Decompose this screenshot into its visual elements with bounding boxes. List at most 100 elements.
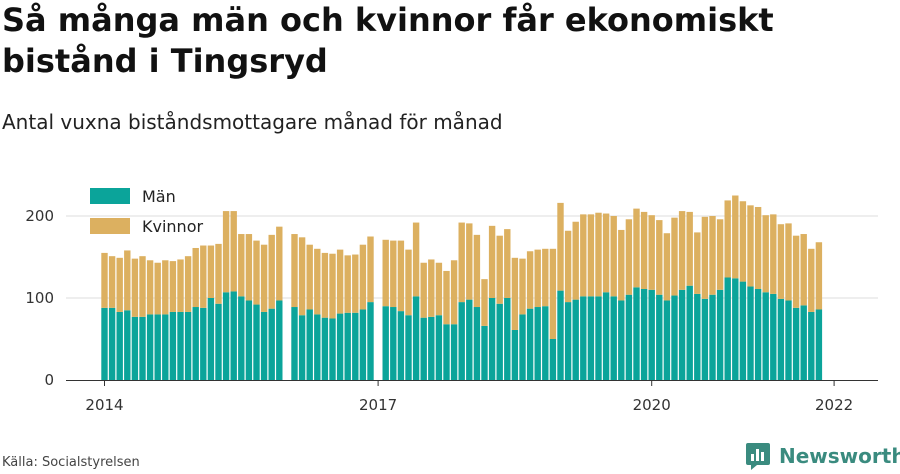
bar-men [344, 312, 351, 380]
stacked-bar-chart: 0 100 200 2014 2017 2020 2022 Män Kvinnor [25, 187, 878, 414]
bar-men [245, 300, 253, 380]
bar-women [610, 216, 617, 297]
bar-women [671, 217, 678, 296]
bar-women [245, 234, 253, 301]
bar-women [792, 235, 800, 308]
bar-men [557, 290, 564, 380]
bar-men [321, 317, 329, 380]
bar-women [222, 211, 230, 293]
bar-women [785, 223, 792, 301]
bar-men [656, 294, 663, 380]
bar-men [367, 302, 374, 380]
bar-women [815, 242, 823, 310]
bar-women [154, 262, 161, 315]
bar-men [534, 307, 541, 380]
bar-men [222, 292, 230, 380]
bar-women [572, 221, 579, 300]
bar-women [139, 256, 146, 317]
bar-men [747, 286, 754, 380]
bar-men [382, 306, 389, 380]
bar-women [116, 257, 123, 312]
bar-women [428, 259, 435, 317]
bar-men [808, 311, 815, 380]
bar-men [458, 302, 465, 380]
bar-men [306, 309, 313, 380]
bar-men [663, 300, 671, 380]
bar-women [420, 262, 427, 318]
bar-women [314, 248, 321, 315]
x-tick-label: 2014 [85, 396, 123, 414]
bar-women [800, 234, 807, 306]
bar-women [458, 222, 465, 303]
bar-men [124, 310, 131, 380]
bar-men [405, 315, 412, 380]
bar-women [481, 279, 488, 326]
bar-men [192, 307, 199, 380]
y-axis-tick-labels: 0 100 200 [25, 207, 54, 389]
y-tick-label: 200 [25, 207, 54, 225]
bar-women [412, 222, 420, 297]
bar-men [815, 309, 823, 380]
bar-women [557, 202, 564, 291]
bar-men [116, 311, 123, 380]
bar-men [580, 296, 587, 380]
bar-men [276, 300, 283, 380]
bar-men [428, 316, 435, 380]
bar-women [336, 249, 344, 314]
bar-men [496, 303, 503, 380]
x-axis: 2014 2017 2020 2022 [66, 380, 878, 414]
bar-men [481, 325, 488, 380]
bar-women [146, 260, 154, 315]
x-tick-label: 2022 [815, 396, 853, 414]
bar-men [352, 312, 359, 380]
bar-women [260, 244, 268, 312]
bar-women [169, 261, 177, 312]
bar-men [511, 329, 519, 380]
bar-women [184, 256, 192, 312]
legend-label-men: Män [142, 187, 176, 206]
bar-men [177, 311, 184, 380]
bar-women [526, 251, 534, 309]
source-note: Källa: Socialstyrelsen [2, 455, 140, 470]
bar-men [777, 298, 785, 380]
bar-men [473, 307, 481, 380]
legend-swatch-women [90, 218, 130, 234]
legend-swatch-men [90, 188, 130, 204]
bar-women [321, 252, 329, 318]
bar-men [359, 309, 367, 380]
bar-women [291, 234, 298, 308]
bar-women [754, 206, 762, 289]
legend-label-women: Kvinnor [142, 217, 203, 236]
bar-women [808, 248, 815, 312]
bar-women [443, 270, 450, 325]
bar-men [694, 293, 701, 380]
bar-women [382, 239, 389, 307]
bar-men [762, 292, 769, 380]
bar-women [648, 215, 655, 290]
brand-logo[interactable]: Newsworthy [745, 440, 900, 472]
bar-women [177, 259, 184, 312]
bar-men [542, 306, 549, 380]
bar-men [260, 311, 268, 380]
bar-men [732, 278, 739, 380]
bar-men [724, 277, 731, 380]
bar-women [762, 215, 769, 293]
bar-men [390, 307, 397, 380]
bar-men [625, 294, 633, 380]
bar-women [542, 248, 549, 307]
bar-women [701, 216, 709, 299]
bar-men [207, 298, 215, 380]
bar-women [777, 224, 785, 299]
bar-men [564, 302, 572, 380]
bar-women [618, 229, 625, 301]
bar-men [139, 316, 146, 380]
bar-men [162, 314, 169, 380]
bar-women [101, 252, 108, 308]
bar-men [253, 304, 260, 380]
bar-men [101, 307, 108, 380]
bar-men [146, 314, 154, 380]
bar-women [329, 253, 336, 319]
bar-women [268, 234, 275, 309]
bar-women [686, 211, 693, 286]
bar-men [526, 308, 534, 380]
